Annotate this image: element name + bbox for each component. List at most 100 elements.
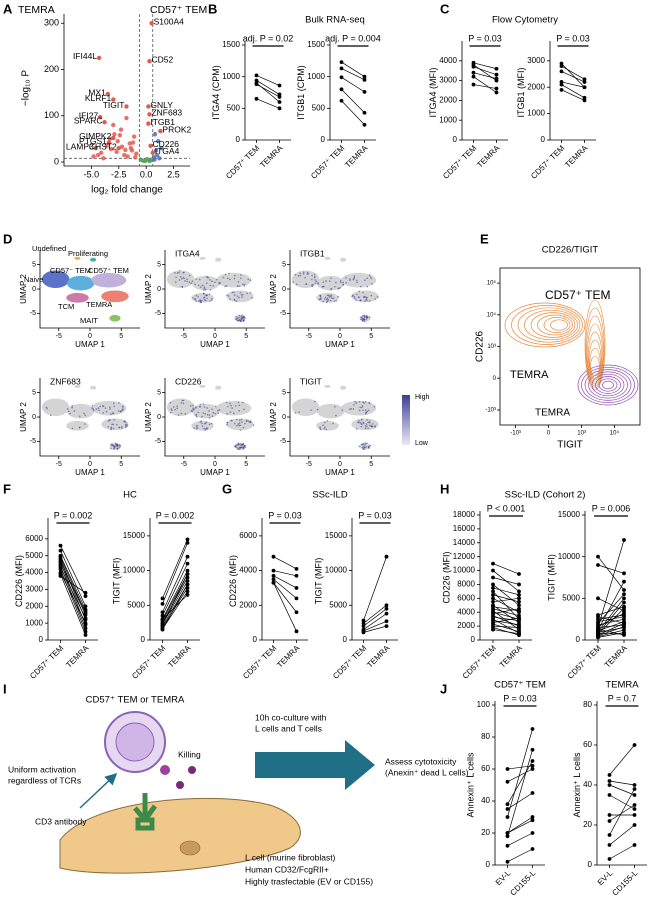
expression-dot xyxy=(362,401,364,403)
expression-dot xyxy=(203,286,206,288)
expression-dot xyxy=(78,415,81,418)
expression-dot xyxy=(226,413,229,415)
gene-point xyxy=(149,21,154,26)
point xyxy=(294,573,299,578)
expression-dot xyxy=(371,282,373,285)
expression-dot xyxy=(299,272,301,275)
point xyxy=(494,76,499,81)
expression-dot xyxy=(349,278,351,280)
expression-dot xyxy=(199,403,202,406)
contour xyxy=(598,378,618,392)
expression-dot xyxy=(236,285,239,287)
expression-dot xyxy=(193,408,195,410)
expression-dot xyxy=(240,316,243,318)
gene-label: CD52 xyxy=(151,54,173,64)
y-axis-label: ITGA4 (CPM) xyxy=(211,65,221,120)
expression-dot xyxy=(330,277,332,280)
expression-dot xyxy=(367,427,369,429)
y-tick-label: 6000 xyxy=(25,534,43,543)
pair-line xyxy=(60,563,86,612)
expression-dot xyxy=(342,283,345,286)
cell-cloud xyxy=(66,403,95,419)
x-tick-label: 10⁴ xyxy=(610,430,620,437)
expression-dot xyxy=(234,274,236,277)
expression-dot xyxy=(337,296,339,298)
expression-dot xyxy=(312,283,314,286)
pair-line xyxy=(341,68,365,81)
point xyxy=(138,157,143,162)
pair-line xyxy=(597,598,625,632)
y-tick-label: 0 xyxy=(471,635,476,644)
point xyxy=(607,833,612,837)
y-tick-label: 0 xyxy=(486,860,491,869)
expression-dot xyxy=(224,285,226,288)
point xyxy=(491,575,495,580)
y-tick-label: 80 xyxy=(481,732,490,741)
y-tick-label: 1500 xyxy=(222,40,240,49)
expression-dot xyxy=(369,444,372,447)
point xyxy=(596,596,600,601)
pair-line xyxy=(561,65,585,80)
point xyxy=(294,596,299,601)
point xyxy=(505,831,510,835)
expression-dot xyxy=(214,281,216,284)
cell-cloud xyxy=(166,270,195,289)
point xyxy=(632,783,637,787)
expression-dot xyxy=(345,281,348,284)
expression-dot xyxy=(238,404,241,407)
point xyxy=(271,568,276,573)
cell-cloud xyxy=(91,400,127,416)
y-axis-label: UMAP 2 xyxy=(144,274,153,304)
expression-dot xyxy=(229,402,231,405)
annotation: adj. P = 0.02 xyxy=(243,33,294,43)
pair-line xyxy=(363,556,387,621)
y-tick-label: 10000 xyxy=(453,566,476,575)
point xyxy=(559,64,564,69)
expression-dot xyxy=(328,280,331,283)
expression-dot xyxy=(79,426,81,429)
category-label: CD57⁺ TEM xyxy=(529,143,566,180)
nucleus xyxy=(179,840,201,856)
expression-dot xyxy=(84,423,86,425)
expression-dot xyxy=(342,281,344,284)
gene-point xyxy=(106,140,112,145)
expression-dot xyxy=(191,280,194,282)
expression-dot xyxy=(242,283,244,285)
expression-dot xyxy=(195,300,197,302)
gene-point xyxy=(116,145,121,151)
expression-dot xyxy=(204,288,207,291)
point xyxy=(596,624,600,629)
y-tick-label: 10000 xyxy=(325,566,348,575)
contour xyxy=(587,331,603,383)
contour xyxy=(585,307,605,389)
expression-dot xyxy=(110,447,112,450)
point xyxy=(117,132,123,138)
expression-dot xyxy=(124,423,127,426)
expression-dot xyxy=(368,300,371,302)
expression-dot xyxy=(238,447,241,449)
category-label: EV-L xyxy=(494,868,513,887)
expression-dot xyxy=(225,401,228,404)
expression-dot xyxy=(122,408,124,410)
pair-line xyxy=(162,556,188,613)
expression-dot xyxy=(354,297,356,300)
pair-line xyxy=(507,760,533,805)
y-tick-label: 6000 xyxy=(457,593,475,602)
population-label: TEMRA xyxy=(535,408,570,419)
gene-label: ITGA4 xyxy=(155,146,180,156)
expression-dot xyxy=(314,400,316,403)
y-tick-label: 1000 xyxy=(439,115,457,124)
expression-dot xyxy=(190,282,193,285)
expression-dot xyxy=(238,320,240,322)
point xyxy=(471,82,476,87)
point xyxy=(607,783,612,787)
axis xyxy=(39,378,140,457)
point xyxy=(559,61,564,66)
y-tick-label: 10000 xyxy=(123,566,146,575)
expression-dot xyxy=(374,298,377,300)
expression-dot xyxy=(364,427,367,429)
diagram-text: Highly trasfectable (EV or CD155) xyxy=(245,876,373,886)
big-arrow xyxy=(255,740,375,790)
y-tick-label: 0 xyxy=(253,635,258,644)
diagram-text: L cell (murine fibroblast) xyxy=(245,852,336,862)
